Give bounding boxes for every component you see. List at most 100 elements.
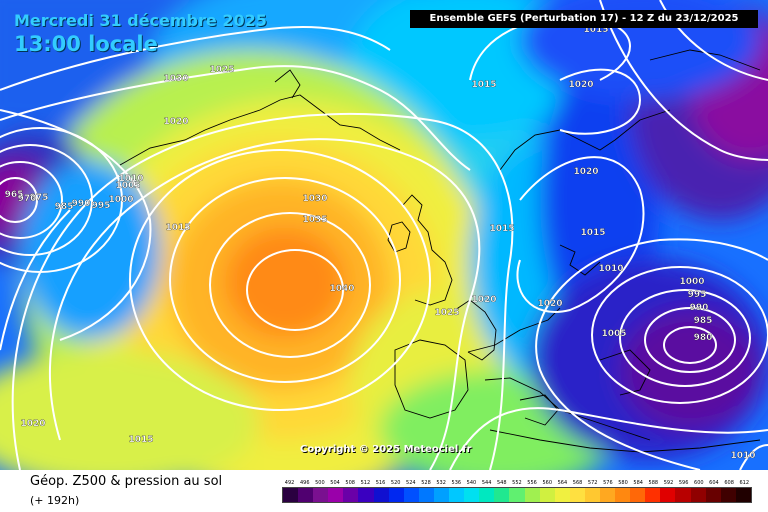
isobar-label: 1020 xyxy=(573,167,598,177)
scale-swatch xyxy=(479,488,495,502)
isobar-label: 1000 xyxy=(679,277,704,287)
scale-value: 492 xyxy=(284,480,295,486)
scale-swatch xyxy=(705,488,721,502)
isobar-label: 1035 xyxy=(302,215,327,225)
isobar-label: 1025 xyxy=(209,65,234,75)
scale-value: 508 xyxy=(345,480,355,486)
scale-value: 592 xyxy=(663,480,674,486)
isobar-label: 990 xyxy=(690,303,709,313)
scale-value: 600 xyxy=(694,480,704,486)
scale-swatch xyxy=(418,488,434,502)
scale-swatch xyxy=(675,488,691,502)
scale-value: 568 xyxy=(572,480,583,486)
scale-value: 576 xyxy=(603,480,613,486)
scale-swatch xyxy=(690,488,706,502)
scale-value: 500 xyxy=(315,480,325,486)
scale-value: 544 xyxy=(481,480,492,486)
isobar-label: 1015 xyxy=(580,228,605,238)
scale-value: 532 xyxy=(436,480,446,486)
scale-value: 548 xyxy=(496,480,507,486)
isobar-label: 1020 xyxy=(537,299,562,309)
isobar-label: 1005 xyxy=(601,329,626,339)
scale-swatch xyxy=(615,488,631,502)
scale-swatch xyxy=(388,488,404,502)
isobar-label: 1030 xyxy=(302,194,327,204)
scale-swatch xyxy=(569,488,585,502)
isobar-label: 1025 xyxy=(434,308,459,318)
scale-value: 496 xyxy=(299,480,310,486)
scale-swatch xyxy=(358,488,374,502)
scale-swatch xyxy=(735,488,751,502)
scale-value: 520 xyxy=(390,480,401,486)
coastlines xyxy=(119,49,761,453)
isobar-label: 1030 xyxy=(163,74,188,84)
scale-swatch xyxy=(509,488,525,502)
isobar-label: 1015 xyxy=(489,224,514,234)
scale-value: 556 xyxy=(527,480,537,486)
copyright-notice: Copyright © 2025 Meteociel.fr xyxy=(300,444,472,455)
isobar-label: 1010 xyxy=(730,451,755,461)
scale-value: 588 xyxy=(648,480,659,486)
scale-swatch xyxy=(433,488,450,502)
scale-swatch xyxy=(524,488,540,502)
isobar-label: 1015 xyxy=(128,435,153,445)
isobar-label: 990 xyxy=(72,199,91,209)
scale-swatch xyxy=(373,488,389,502)
scale-swatch xyxy=(283,488,299,502)
scale-value: 552 xyxy=(512,480,522,486)
color-scale-labels: 492 496 500 504 508 512 516 520 524 528 532 536 540 5… xyxy=(282,480,752,487)
scale-swatch xyxy=(343,488,359,502)
scale-swatch xyxy=(539,488,555,502)
isobar-label: 1020 xyxy=(163,117,188,127)
scale-value: 540 xyxy=(466,480,477,486)
isobar-label: 985 xyxy=(694,316,713,326)
scale-swatch xyxy=(313,488,329,502)
isobar-label: 995 xyxy=(92,201,111,211)
isobar-label: 1040 xyxy=(329,284,354,294)
scale-value: 512 xyxy=(360,480,371,486)
scale-value: 560 xyxy=(542,480,552,486)
scale-swatch xyxy=(599,488,616,502)
isobar-label: 1015 xyxy=(471,80,496,90)
scale-swatch xyxy=(403,488,419,502)
isobar-label: 1000 xyxy=(108,195,133,205)
isobar-label: 970 xyxy=(18,194,37,204)
scale-swatch xyxy=(328,488,344,502)
scale-swatch xyxy=(554,488,570,502)
scale-swatch xyxy=(720,488,736,502)
isobar-label: 965 xyxy=(5,190,24,200)
scale-value: 504 xyxy=(330,480,340,486)
scale-value: 572 xyxy=(587,480,598,486)
color-scale: 492 496 500 504 508 512 516 520 524 528 532 536 540 5… xyxy=(282,480,752,503)
scale-value: 596 xyxy=(678,480,689,486)
scale-swatch xyxy=(660,488,676,502)
scale-swatch xyxy=(584,488,600,502)
scale-value: 524 xyxy=(406,480,416,486)
forecast-date: Mercredi 31 décembre 2025 xyxy=(14,11,267,30)
isobar-label: 1010 xyxy=(118,174,143,184)
scale-swatch xyxy=(494,488,510,502)
isobar-label: 980 xyxy=(694,333,713,343)
scale-swatch xyxy=(464,488,480,502)
scale-value: 608 xyxy=(724,480,734,486)
isobars xyxy=(0,0,768,470)
isobar-label: 995 xyxy=(688,290,707,300)
isobar-label: 1015 xyxy=(583,25,608,35)
isobar-label: 1020 xyxy=(20,419,45,429)
isobar-label: 985 xyxy=(55,202,74,212)
scale-value: 516 xyxy=(375,480,386,486)
legend-title: Géop. Z500 & pression au sol xyxy=(30,474,223,489)
isobar-label: 1010 xyxy=(598,264,623,274)
scale-value: 612 xyxy=(739,480,750,486)
isobar-label: 1015 xyxy=(165,223,190,233)
isobar-label: 1005 xyxy=(115,181,140,191)
model-run-label: Ensemble GEFS (Perturbation 17) - 12 Z d… xyxy=(410,10,758,28)
legend-subtitle: (+ 192h) xyxy=(30,494,80,507)
isobar-label: 1020 xyxy=(568,80,593,90)
scale-swatch xyxy=(645,488,661,502)
forecast-time: 13:00 locale xyxy=(14,32,158,56)
scale-value: 604 xyxy=(709,480,719,486)
